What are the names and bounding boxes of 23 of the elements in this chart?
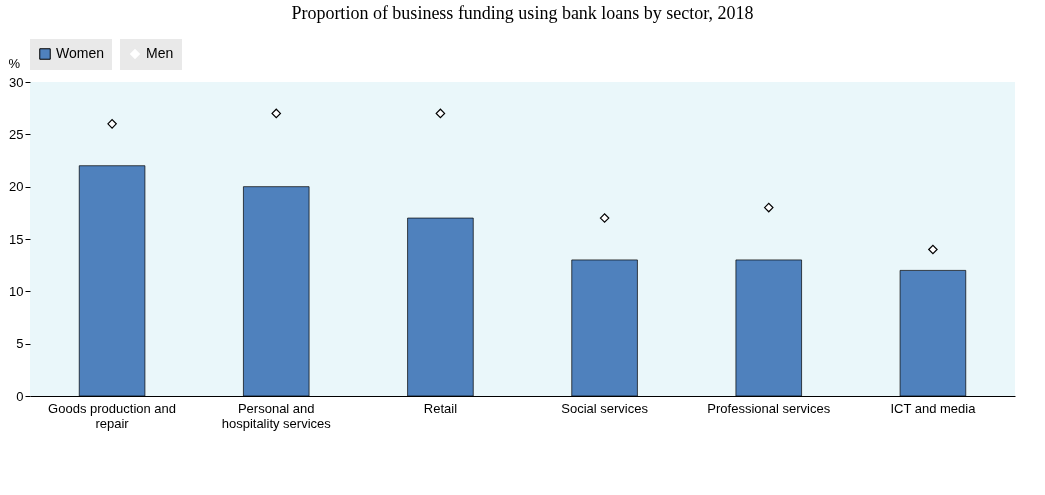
- x-tick-label: Social services: [561, 400, 649, 416]
- x-tick-label: Professional services: [707, 400, 831, 416]
- y-axis-title: %: [8, 55, 21, 71]
- x-tick-label: Retail: [423, 400, 458, 416]
- y-tick-label: 25: [9, 126, 24, 142]
- y-tick-label: 5: [16, 336, 24, 352]
- point: [763, 202, 774, 213]
- legend-label: Men: [146, 45, 174, 61]
- x-tick-label: ICT and media: [890, 400, 977, 416]
- y-tick-label: 10: [9, 283, 24, 299]
- point: [271, 108, 282, 119]
- y-tick-label: 20: [9, 179, 24, 195]
- point: [107, 119, 117, 129]
- x-tick-label: Goods production and repair: [48, 400, 177, 431]
- x-tick-label: Personal and hospitality services: [221, 400, 332, 431]
- point: [599, 213, 610, 223]
- y-tick-label: 0: [16, 388, 24, 404]
- point: [435, 108, 446, 119]
- y-tick-label: 30: [9, 74, 24, 90]
- chart-title: Proportion of business funding using bank loans by sector, 2018: [291, 3, 754, 23]
- point: [928, 244, 938, 255]
- legend-label: Women: [56, 45, 104, 61]
- y-tick-label: 15: [9, 231, 24, 247]
